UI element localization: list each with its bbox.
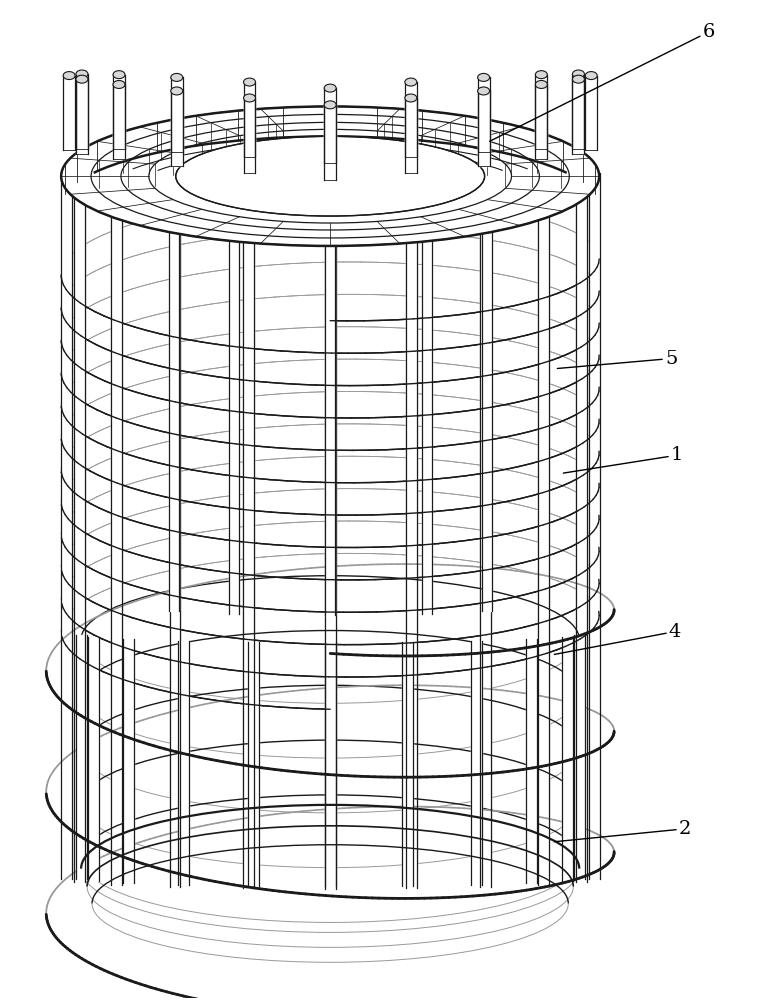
Ellipse shape xyxy=(535,71,547,79)
Ellipse shape xyxy=(244,78,256,86)
Ellipse shape xyxy=(324,101,336,109)
Text: 6: 6 xyxy=(490,23,715,141)
Ellipse shape xyxy=(113,71,125,79)
Ellipse shape xyxy=(572,70,584,78)
Ellipse shape xyxy=(76,75,88,83)
Ellipse shape xyxy=(176,136,484,216)
Ellipse shape xyxy=(478,73,490,81)
Ellipse shape xyxy=(171,87,182,95)
Text: 2: 2 xyxy=(554,820,691,842)
Ellipse shape xyxy=(535,80,547,88)
Ellipse shape xyxy=(61,106,600,246)
Ellipse shape xyxy=(244,94,256,102)
Ellipse shape xyxy=(76,70,88,78)
Ellipse shape xyxy=(324,84,336,92)
Ellipse shape xyxy=(405,94,417,102)
Ellipse shape xyxy=(478,87,490,95)
Text: 4: 4 xyxy=(554,623,681,654)
Ellipse shape xyxy=(63,72,75,80)
Ellipse shape xyxy=(405,78,417,86)
Ellipse shape xyxy=(113,80,125,88)
Text: 5: 5 xyxy=(557,350,678,368)
Text: 1: 1 xyxy=(563,446,684,473)
Ellipse shape xyxy=(572,75,584,83)
Ellipse shape xyxy=(171,73,182,81)
Ellipse shape xyxy=(585,72,597,80)
